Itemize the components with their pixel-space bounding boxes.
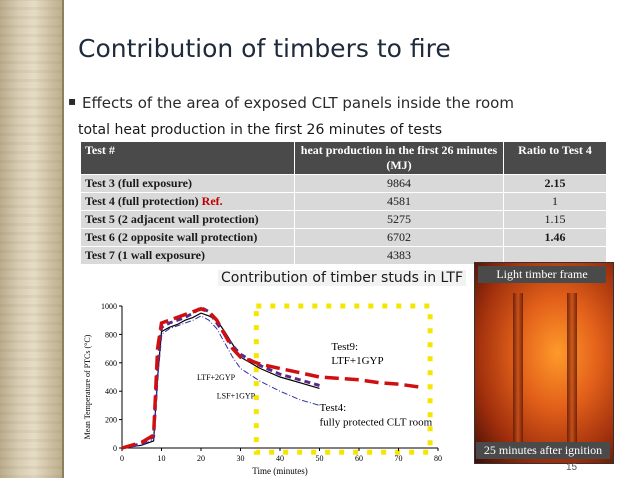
table-body: Test 3 (full exposure) 9864 2.15 Test 4 (fu… xyxy=(80,174,607,265)
x-tick-label: 60 xyxy=(355,454,363,463)
x-tick-label: 30 xyxy=(237,454,245,463)
highlight-box xyxy=(253,303,433,455)
header-heat: heat production in the first 26 minutes … xyxy=(294,141,504,175)
cell-heat: 4581 xyxy=(294,192,504,211)
cell-test: Test 6 (2 opposite wall protection) xyxy=(80,228,295,247)
x-tick-label: 0 xyxy=(120,454,124,463)
series-line xyxy=(121,306,419,450)
cell-test: Test 3 (full exposure) xyxy=(80,174,295,193)
chart-annotation: LTF+1GYP xyxy=(331,355,383,367)
slide-title: Contribution of timbers to fire xyxy=(78,34,451,63)
x-tick-label: 10 xyxy=(158,454,166,463)
cell-test: Test 7 (1 wall exposure) xyxy=(80,246,295,265)
x-tick-label: 70 xyxy=(395,454,403,463)
page-number: 15 xyxy=(566,462,578,473)
x-tick-label: 50 xyxy=(316,454,324,463)
temperature-chart: 0 10 20 30 40 50 60 70 80 0 200 400 600 800 1000 Time (… xyxy=(78,278,460,478)
sidebar-divider xyxy=(62,0,64,478)
overlay-label: Contribution of timber studs in LTF xyxy=(218,270,467,286)
y-tick-label: 0 xyxy=(113,444,117,453)
cell-ratio: 1 xyxy=(503,192,607,211)
x-tick-label: 40 xyxy=(276,454,284,463)
y-tick-label: 1000 xyxy=(101,302,117,311)
bullet-point: ▪ Effects of the area of exposed CLT pan… xyxy=(68,94,514,112)
bullet-text: Effects of the area of exposed CLT panel… xyxy=(82,94,514,112)
photo-stud-right xyxy=(567,293,577,453)
cell-heat: 9864 xyxy=(294,174,504,193)
y-axis-label: Mean Temperature of PTCs (°C) xyxy=(83,334,92,439)
cell-test: Test 5 (2 adjacent wall protection) xyxy=(80,210,295,229)
photo-stud-left xyxy=(513,293,523,453)
cell-ratio xyxy=(503,246,607,265)
table-row: Test 6 (2 opposite wall protection) 6702 1… xyxy=(80,228,607,247)
chart-annotation: fully protected CLT room xyxy=(320,416,433,428)
y-tick-label: 800 xyxy=(105,330,117,339)
cell-ratio: 2.15 xyxy=(503,174,607,193)
table-caption: total heat production in the first 26 mi… xyxy=(78,122,443,138)
cell-heat: 6702 xyxy=(294,228,504,247)
header-test: Test # xyxy=(80,141,295,175)
chart-annotation: LTF+2GYP xyxy=(197,373,236,382)
table-row: Test 3 (full exposure) 9864 2.15 xyxy=(80,174,607,193)
reference-label: Ref. xyxy=(201,194,223,208)
y-tick-label: 600 xyxy=(105,359,117,368)
cell-test: Test 4 (full protection) Ref. xyxy=(80,192,295,211)
photo-caption-top: Light timber frame xyxy=(478,266,606,283)
chart-annotation: LSF+1GYP xyxy=(217,391,256,400)
table-header-row: Test # heat production in the first 26 m… xyxy=(80,141,607,175)
table-row: Test 5 (2 adjacent wall protection) 5275 1… xyxy=(80,210,607,229)
x-axis-label: Time (minutes) xyxy=(252,466,307,476)
heat-production-table: Test # heat production in the first 26 m… xyxy=(80,141,607,265)
bullet-icon: ▪ xyxy=(68,94,77,108)
chart-annotation: Test9: xyxy=(331,341,358,353)
photo-caption-bottom: 25 minutes after ignition xyxy=(476,442,610,459)
table-row: Test 7 (1 wall exposure) 4383 xyxy=(80,246,607,265)
cell-heat: 4383 xyxy=(294,246,504,265)
y-tick-label: 400 xyxy=(105,387,117,396)
cell-ratio: 1.46 xyxy=(503,228,607,247)
x-tick-label: 20 xyxy=(197,454,205,463)
x-tick-label: 80 xyxy=(434,454,442,463)
chart-annotation: Test4: xyxy=(320,402,347,414)
fire-photo xyxy=(474,262,614,464)
y-tick-label: 200 xyxy=(105,416,117,425)
cell-ratio: 1.15 xyxy=(503,210,607,229)
header-ratio: Ratio to Test 4 xyxy=(503,141,607,175)
decorative-wood-sidebar xyxy=(0,0,62,478)
table-row: Test 4 (full protection) Ref. 4581 1 xyxy=(80,192,607,211)
cell-heat: 5275 xyxy=(294,210,504,229)
